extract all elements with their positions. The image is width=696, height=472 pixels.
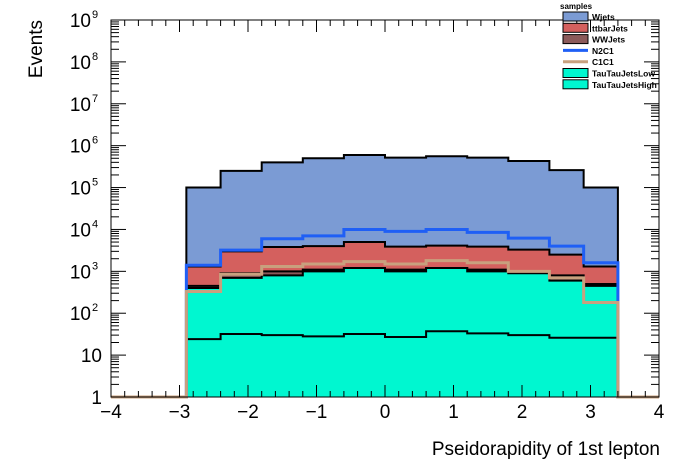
- x-tick-label: 2: [517, 402, 528, 423]
- y-tick-label: 10: [70, 11, 91, 32]
- y-tick-base: 10: [70, 137, 91, 158]
- x-tick-label: 0: [380, 402, 391, 423]
- x-axis-title: Pseidorapidity of 1st lepton: [432, 439, 660, 460]
- legend-entry-n2c1: N2C1: [563, 46, 614, 56]
- legend-swatch: [562, 11, 589, 22]
- x-tick-label: −2: [237, 402, 259, 423]
- y-tick-label: 10: [70, 95, 91, 116]
- y-tick-base: 10: [70, 179, 91, 200]
- x-tick-label: −1: [306, 402, 328, 423]
- y-tick-label: 1: [91, 388, 102, 409]
- y-tick-base: 10: [70, 304, 91, 325]
- line-n2c1: [111, 227, 659, 399]
- y-tick-base: 10: [70, 11, 91, 32]
- legend-swatch: [562, 68, 589, 78]
- stack-fills: [111, 153, 659, 398]
- legend-label: WWJets: [592, 35, 625, 45]
- y-tick-base: 10: [70, 262, 91, 283]
- legend-title: samples: [560, 2, 593, 11]
- legend-entry-c1c1: C1C1: [563, 57, 614, 67]
- stack-tautaujetshigh: [111, 331, 659, 397]
- y-tick-exponent: 2: [92, 302, 98, 314]
- legend-swatch: [562, 79, 589, 90]
- x-tick-label: 3: [585, 402, 596, 423]
- x-axis: −4 −3 −2 −1 0 1 2 3 4: [100, 20, 665, 423]
- stack-outline-tautaujetshigh: [111, 330, 659, 398]
- line-c1c1: [111, 259, 659, 399]
- y-tick-label: 10: [70, 304, 91, 325]
- legend-entry-wjets: Wjets: [562, 11, 615, 22]
- legend-entry-tautaujetslow: TauTauJetsLow: [562, 68, 655, 79]
- legend-swatch: [562, 22, 589, 33]
- x-tick-label: 1: [448, 402, 459, 423]
- legend-label: TauTauJetsLow: [592, 69, 655, 79]
- y-tick-label: 10: [70, 137, 91, 158]
- legend-entry-wwjets: WWJets: [562, 34, 625, 45]
- y-tick-exponent: 6: [92, 135, 98, 147]
- legend-label: C1C1: [592, 57, 614, 67]
- x-tick-label: 4: [654, 402, 665, 423]
- y-tick-label: 10: [70, 220, 91, 241]
- y-tick-base: 10: [70, 53, 91, 74]
- legend-entry-ttbarjets: ttbarJets: [562, 22, 628, 33]
- legend-label: N2C1: [592, 46, 614, 56]
- y-axis-title: Events: [26, 20, 47, 78]
- y-tick-exponent: 4: [92, 218, 98, 230]
- legend-entry-tautaujetshigh: TauTauJetsHigh: [562, 79, 657, 90]
- x-tick-label: −4: [100, 402, 122, 423]
- y-tick-base: 10: [70, 95, 91, 116]
- legend-label: Wjets: [592, 12, 615, 22]
- x-tick-label: −3: [169, 402, 191, 423]
- legend-swatch: [562, 34, 589, 45]
- y-tick-label: 10: [70, 179, 91, 200]
- y-tick-exponent: 9: [92, 9, 98, 21]
- signal-lines: [111, 227, 659, 399]
- y-tick-exponent: 5: [92, 177, 98, 189]
- y-tick-base: 10: [70, 220, 91, 241]
- stack-outline-wjets: [111, 153, 659, 398]
- y-tick-exponent: 7: [92, 93, 98, 105]
- y-tick-exponent: 8: [92, 51, 98, 63]
- legend-label: ttbarJets: [592, 23, 628, 33]
- y-tick-exponent: 3: [92, 260, 98, 272]
- y-tick-label: 10: [81, 346, 102, 367]
- y-tick-label: 10: [70, 262, 91, 283]
- legend-label: TauTauJetsHigh: [592, 80, 657, 90]
- y-tick-label: 10: [70, 53, 91, 74]
